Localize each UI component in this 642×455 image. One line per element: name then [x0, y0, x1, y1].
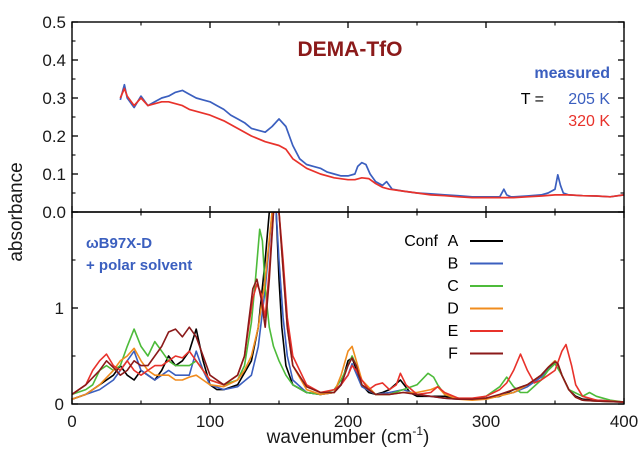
x-axis-label-sup: -1 [412, 424, 423, 438]
bottom-y-tick-label: 0 [55, 395, 64, 414]
top-series-layer [119, 83, 624, 199]
method-label-line2: + polar solvent [86, 257, 192, 274]
x-axis-label: wavenumber (cm-1) [266, 424, 430, 448]
legend-label-f: F [448, 346, 458, 363]
top-y-tick-label: 0.1 [42, 165, 66, 184]
series-line-conf-e [72, 212, 624, 403]
bottom-plot-frame [71, 211, 625, 405]
top-y-tick-label: 0.0 [42, 203, 66, 222]
frame-layer [71, 21, 625, 405]
x-tick-label: 400 [610, 412, 638, 431]
x-tick-label: 0 [67, 412, 76, 431]
series-line-conf-b [72, 212, 624, 403]
measured-label: measured [534, 65, 610, 82]
y-axis-label: absorbance [6, 162, 27, 261]
legend-label-b: B [448, 256, 459, 273]
x-tick-label: 300 [472, 412, 500, 431]
legend-205k: 205 K [568, 91, 610, 108]
x-axis-label-close: ) [423, 427, 429, 448]
legend-prefix: T = [521, 91, 544, 108]
bottom-y-tick-label: 1 [55, 299, 64, 318]
chart-title: DEMA-TfO [298, 38, 403, 61]
top-y-tick-label: 0.4 [42, 51, 66, 70]
legend-320k: 320 K [568, 113, 610, 130]
bottom-series-layer [72, 212, 624, 403]
legend-label-c: C [447, 278, 459, 295]
series-line-320k [119, 87, 624, 199]
legend-label-a: A [448, 233, 459, 250]
top-y-tick-label: 0.5 [42, 13, 66, 32]
x-tick-label: 100 [196, 412, 224, 431]
top-y-tick-label: 0.3 [42, 89, 66, 108]
method-label-line1: ωB97X-D [86, 235, 152, 252]
x-tick-label: 200 [334, 412, 362, 431]
legend-label-e: E [448, 323, 459, 340]
series-line-205k [119, 83, 624, 198]
tick-labels-layer: 0 100 200 300 400 0.0 0.1 0.2 0.3 0.4 0.5 0 1 [42, 13, 638, 431]
legend-title: Conf [404, 233, 438, 250]
series-line-conf-f [72, 212, 624, 403]
series-line-conf-c [72, 228, 624, 403]
top-y-tick-label: 0.2 [42, 127, 66, 146]
x-axis-label-main: wavenumber (cm [266, 427, 413, 448]
legend-label-d: D [447, 301, 459, 318]
